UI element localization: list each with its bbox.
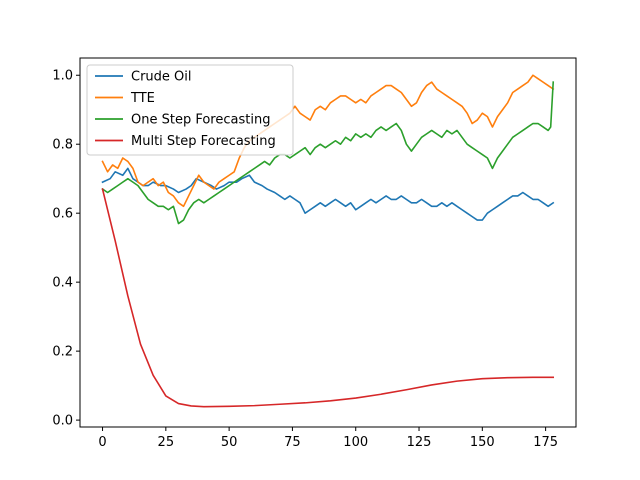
legend-label-tte: TTE <box>130 91 155 106</box>
series-line-multi-step-forecasting <box>101 188 555 408</box>
x-tick-label: 150 <box>470 435 495 450</box>
y-tick-label: 0.6 <box>52 207 73 222</box>
legend-label-multi-step-forecasting: Multi Step Forecasting <box>131 134 276 149</box>
y-tick-label: 0.2 <box>52 345 73 360</box>
legend-label-one-step-forecasting: One Step Forecasting <box>131 113 270 128</box>
plot-area <box>79 57 577 428</box>
legend-box <box>86 64 294 156</box>
x-tick-label: 25 <box>158 435 175 450</box>
x-tick-label: 0 <box>98 435 106 450</box>
x-tick-label: 75 <box>284 435 301 450</box>
series-line-crude-oil <box>101 167 555 221</box>
y-tick-label: 1.0 <box>52 69 73 84</box>
x-tick-label: 100 <box>343 435 368 450</box>
x-tick-label: 175 <box>533 435 558 450</box>
y-axis: 0.0 0.2 0.4 0.6 0.8 1.0 <box>52 69 80 429</box>
x-axis: 0 25 50 75 100 125 150 175 <box>98 427 558 450</box>
legend-label-crude-oil: Crude Oil <box>131 70 192 85</box>
series-line-one-step-forecasting <box>101 81 555 225</box>
y-tick-label: 0.4 <box>52 276 73 291</box>
x-tick-label: 125 <box>407 435 432 450</box>
y-tick-label: 0.0 <box>52 414 73 429</box>
series-line-tte <box>101 74 555 208</box>
x-tick-label: 50 <box>221 435 238 450</box>
legend: Crude Oil TTE One Step Forecasting Multi St… <box>86 64 294 156</box>
series-layer <box>101 74 555 408</box>
axes-frame <box>79 57 577 428</box>
y-tick-label: 0.8 <box>52 138 73 153</box>
